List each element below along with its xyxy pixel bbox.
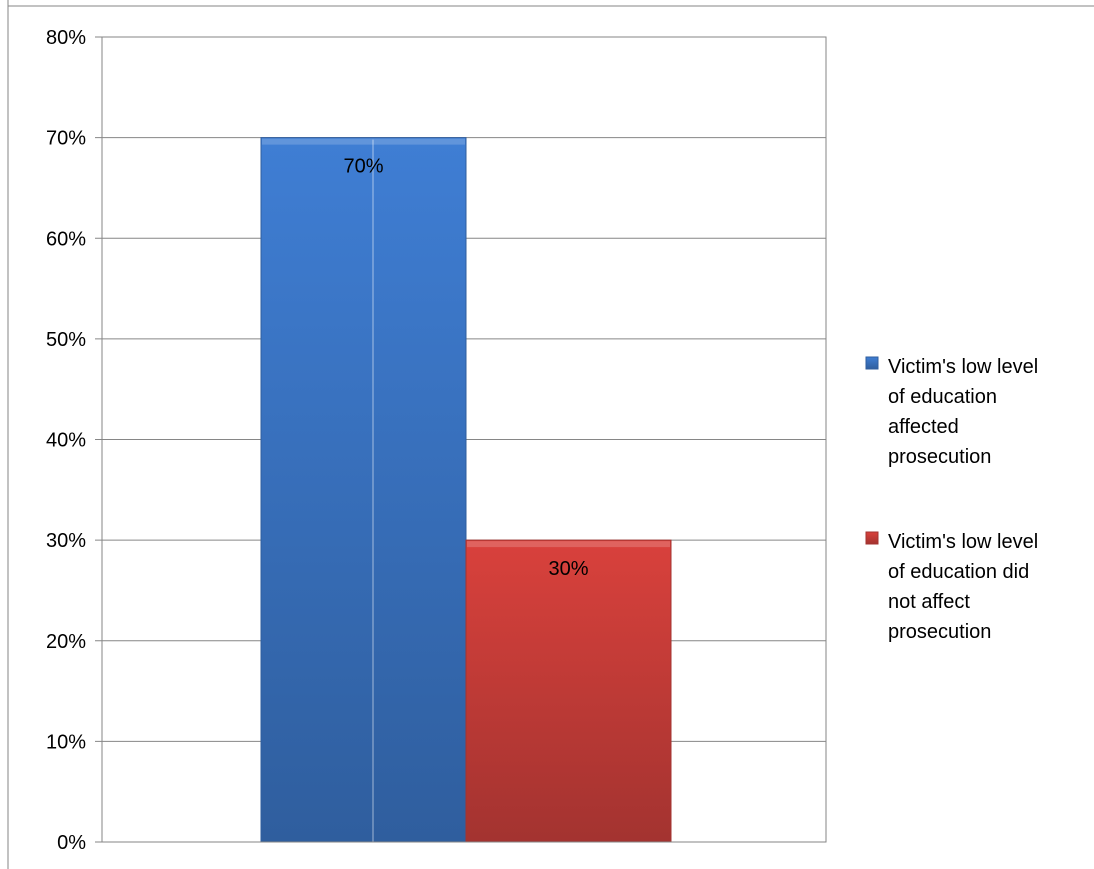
- data-labels: 70% 30%: [343, 156, 588, 581]
- y-tick-label: 10%: [46, 731, 86, 753]
- legend-marker: [865, 531, 879, 545]
- legend-label: affected: [888, 416, 959, 438]
- legend-label: Victim's low level: [888, 356, 1038, 378]
- y-tick-label: 60%: [46, 228, 86, 250]
- y-tick-label: 80%: [46, 27, 86, 49]
- y-tick-label: 0%: [57, 832, 86, 854]
- bar-bevel: [467, 541, 670, 548]
- legend-label: of education did: [888, 561, 1029, 583]
- y-tick-label: 30%: [46, 530, 86, 552]
- data-label: 70%: [343, 156, 383, 178]
- y-tick-label: 40%: [46, 430, 86, 452]
- legend: Victim's low level of education affected pr…: [865, 356, 1038, 643]
- y-tick-label: 20%: [46, 631, 86, 653]
- legend-label: of education: [888, 386, 997, 408]
- legend-label: prosecution: [888, 446, 991, 468]
- bars: [260, 137, 672, 843]
- axes: [101, 36, 827, 843]
- data-label: 30%: [548, 558, 588, 580]
- legend-label: not affect: [888, 591, 970, 613]
- legend-label: Victim's low level: [888, 531, 1038, 553]
- legend-marker: [865, 356, 879, 370]
- bar: [465, 539, 672, 843]
- legend-label: prosecution: [888, 621, 991, 643]
- bar-bevel: [262, 138, 465, 145]
- plot-area-border: [101, 36, 827, 843]
- y-tick-label: 70%: [46, 128, 86, 150]
- bar: [260, 137, 467, 843]
- y-tick-label: 50%: [46, 329, 86, 351]
- y-axis-ticks: 0% 10% 20% 30% 40% 50% 60% 70% 80%: [46, 27, 86, 854]
